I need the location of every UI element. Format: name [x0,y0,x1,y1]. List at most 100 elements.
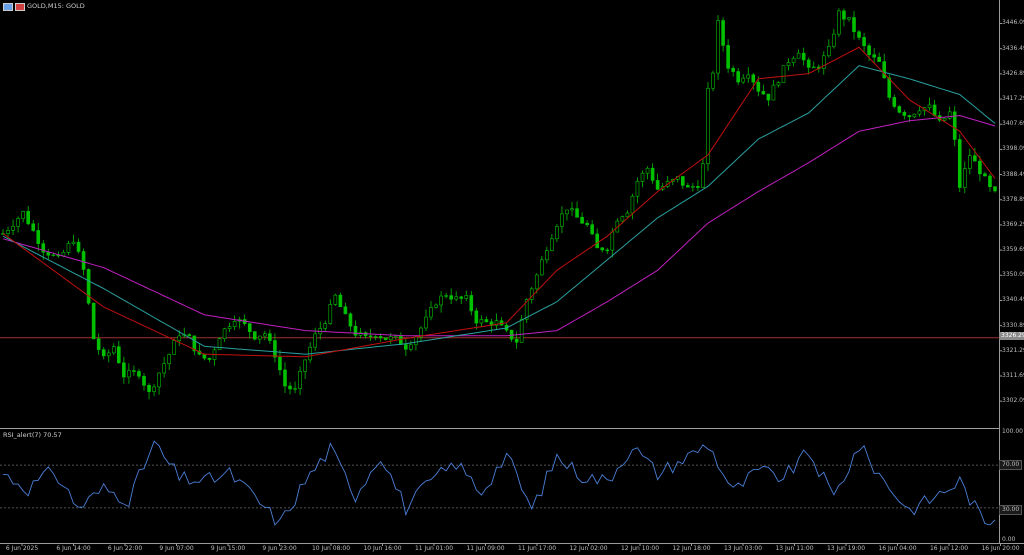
candle [580,212,584,224]
candle [237,316,242,329]
candle [96,333,101,355]
candle [36,223,41,252]
current-price-tag: 3326.29 [999,332,1024,340]
candle [117,340,121,364]
candle [897,105,902,114]
candle [811,61,816,69]
price-tick-label: 3426.89 [1002,69,1024,77]
time-axis-label: 10 Jun 08:00 [311,545,351,552]
candle [741,74,746,84]
candle [721,17,725,52]
candle [333,293,338,307]
candle [862,33,866,53]
candle [827,39,831,58]
candle [726,39,730,73]
price-chart-area[interactable] [0,8,999,400]
candle [701,157,705,189]
candle [534,273,539,294]
candle [303,359,307,379]
candle [706,81,710,172]
symbol-label: GOLD,M15: GOLD [27,2,85,10]
candle [847,17,851,22]
candle [736,68,740,86]
candle [404,338,408,356]
candle [968,148,972,175]
candle [821,51,826,75]
rsi-level-0: 0.00 [1002,536,1016,543]
candle [600,246,605,253]
candle [424,309,428,332]
candle [917,106,922,117]
candle [680,176,685,189]
candle [545,246,549,264]
candle [313,327,318,352]
candle [162,356,166,378]
candle [31,219,36,232]
candle [595,228,599,249]
time-axis-label: 13 Jun 03:00 [723,545,763,552]
candle [902,110,907,120]
candle [16,216,20,233]
candle [781,65,786,83]
price-tick-label: 3417.29 [1002,95,1024,103]
candle [993,185,997,193]
price-tick-label: 3378.89 [1002,195,1024,203]
candle [212,347,217,366]
candle [766,93,771,106]
time-axis-label: 9 Jun 15:00 [210,545,246,552]
price-tick-label: 3302.09 [1002,397,1024,405]
time-axis-label: 16 Jun 04:00 [878,545,917,552]
candle [645,166,650,180]
candle [635,177,640,204]
price-tick-label: 3321.29 [1002,346,1024,354]
candle [368,328,373,341]
time-axis-label: 12 Jun 02:00 [569,545,608,552]
trade-signal-icon[interactable] [15,3,25,11]
candle [177,330,182,347]
rsi-indicator-area[interactable] [0,440,999,526]
candle [942,117,947,122]
candle [947,106,952,120]
chart-window-icon[interactable] [3,3,13,11]
candle [91,302,96,340]
candle [283,362,287,393]
rsi-level-70: 70.00 [999,460,1023,470]
candle [791,56,796,67]
candle [182,327,187,338]
time-axis-label: 6 Jun 22:00 [107,545,143,552]
candle [978,156,982,182]
candle [399,332,403,345]
candle [469,291,474,316]
candle [756,76,761,97]
candle [338,292,343,308]
candle [348,312,353,332]
candle [86,268,91,305]
candle [242,314,247,326]
rsi-indicator-label: RSI_alert(7) 70.57 [3,431,62,439]
time-axis-label: 9 Jun 07:00 [159,545,194,552]
candle [615,218,620,233]
candle [464,290,469,302]
rsi-level-100: 100.00 [1002,428,1023,435]
candle [258,335,262,344]
price-tick-label: 3340.49 [1002,296,1024,304]
candle [71,234,76,246]
candle [197,344,202,356]
candle [383,337,388,341]
candle [132,365,136,376]
candle [252,331,257,341]
candle [454,291,459,302]
price-tick-label: 3407.69 [1002,120,1024,128]
candle [640,170,645,188]
candle [137,368,141,380]
candle [6,226,10,238]
candle [932,100,937,117]
candle [268,329,272,344]
candle [122,356,126,384]
candle [575,201,579,218]
candle [298,366,302,396]
candle [323,320,328,333]
candle [187,333,192,337]
price-tick-label: 3388.49 [1002,170,1024,178]
